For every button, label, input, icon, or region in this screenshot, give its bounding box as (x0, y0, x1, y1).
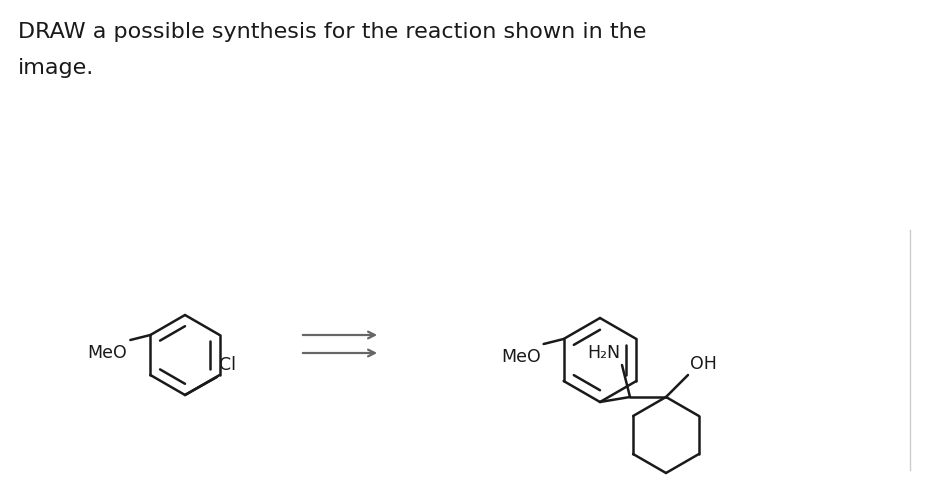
Text: OH: OH (690, 355, 717, 373)
Text: H₂N: H₂N (587, 344, 620, 362)
Text: Cl: Cl (219, 356, 236, 374)
Text: image.: image. (18, 58, 94, 78)
Text: DRAW a possible synthesis for the reaction shown in the: DRAW a possible synthesis for the reacti… (18, 22, 646, 42)
Text: MeO: MeO (88, 344, 127, 362)
Text: MeO: MeO (501, 348, 540, 366)
